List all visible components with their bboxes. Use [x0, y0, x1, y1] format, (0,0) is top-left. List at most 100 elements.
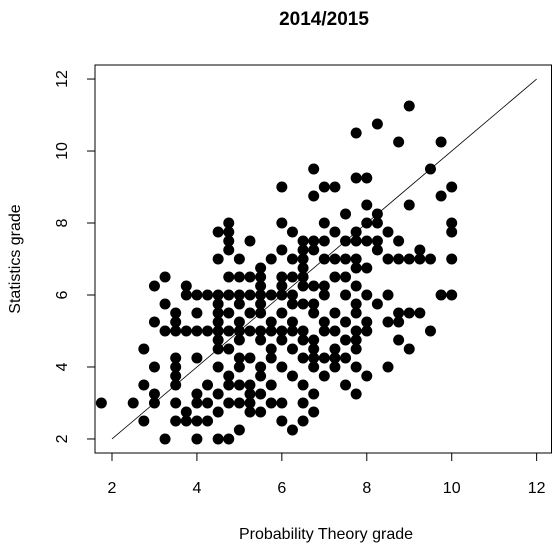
- point: [223, 370, 235, 382]
- point: [233, 379, 245, 391]
- point: [212, 325, 224, 337]
- point: [361, 199, 373, 211]
- point: [276, 325, 288, 337]
- point: [233, 289, 245, 301]
- point: [393, 235, 405, 247]
- point: [393, 316, 405, 328]
- point: [276, 289, 288, 301]
- point: [223, 289, 235, 301]
- point: [191, 415, 203, 427]
- point: [265, 289, 277, 301]
- point: [265, 397, 277, 409]
- point: [286, 271, 298, 283]
- point: [191, 397, 203, 409]
- point: [265, 325, 277, 337]
- point: [350, 226, 362, 238]
- point: [318, 235, 330, 247]
- point: [233, 352, 245, 364]
- x-tick-label: 2: [108, 480, 117, 497]
- y-axis-label: Statistics grade: [7, 204, 24, 313]
- point: [276, 271, 288, 283]
- point: [446, 181, 458, 193]
- point: [297, 244, 309, 256]
- point: [393, 253, 405, 265]
- x-tick-label: 12: [528, 480, 546, 497]
- point: [212, 298, 224, 310]
- point: [212, 307, 224, 319]
- point: [329, 361, 341, 373]
- point: [361, 235, 373, 247]
- point: [297, 262, 309, 274]
- point: [350, 280, 362, 292]
- point: [308, 307, 320, 319]
- point: [340, 271, 352, 283]
- point: [170, 325, 182, 337]
- point: [371, 118, 383, 130]
- point: [255, 271, 267, 283]
- point: [414, 253, 426, 265]
- point: [255, 280, 267, 292]
- point: [212, 343, 224, 355]
- point: [340, 235, 352, 247]
- point: [159, 271, 171, 283]
- point: [233, 316, 245, 328]
- point: [435, 289, 447, 301]
- point: [371, 208, 383, 220]
- point: [340, 352, 352, 364]
- point: [255, 325, 267, 337]
- point: [255, 388, 267, 400]
- point: [329, 226, 341, 238]
- point: [212, 406, 224, 418]
- point: [170, 397, 182, 409]
- point: [212, 433, 224, 445]
- point: [223, 244, 235, 256]
- point: [350, 235, 362, 247]
- point: [127, 397, 139, 409]
- point: [191, 433, 203, 445]
- x-tick-label: 4: [192, 480, 201, 497]
- point: [286, 316, 298, 328]
- point: [233, 397, 245, 409]
- point: [361, 325, 373, 337]
- point: [138, 415, 150, 427]
- point: [223, 226, 235, 238]
- point: [138, 343, 150, 355]
- point: [329, 307, 341, 319]
- point: [308, 361, 320, 373]
- point: [233, 253, 245, 265]
- point: [382, 289, 394, 301]
- point: [212, 289, 224, 301]
- point: [212, 253, 224, 265]
- point: [329, 271, 341, 283]
- point: [265, 343, 277, 355]
- point: [297, 352, 309, 364]
- point: [318, 316, 330, 328]
- point: [244, 352, 256, 364]
- point: [276, 217, 288, 229]
- point: [297, 253, 309, 265]
- point: [286, 370, 298, 382]
- point: [286, 325, 298, 337]
- point: [318, 217, 330, 229]
- point: [244, 379, 256, 391]
- point: [95, 397, 107, 409]
- point: [350, 343, 362, 355]
- point: [318, 352, 330, 364]
- point: [148, 280, 160, 292]
- point: [424, 163, 436, 175]
- point: [255, 361, 267, 373]
- point: [361, 262, 373, 274]
- point: [286, 343, 298, 355]
- point: [403, 343, 415, 355]
- point: [350, 388, 362, 400]
- point: [297, 379, 309, 391]
- point: [202, 325, 214, 337]
- point: [297, 334, 309, 346]
- point: [180, 415, 192, 427]
- point: [255, 262, 267, 274]
- point: [446, 289, 458, 301]
- point: [223, 433, 235, 445]
- y-tick-label: 4: [54, 362, 71, 371]
- point: [350, 262, 362, 274]
